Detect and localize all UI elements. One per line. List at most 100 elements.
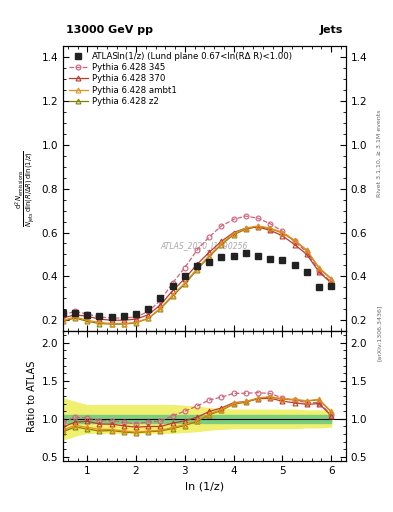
- Line: Pythia 6.428 ambt1: Pythia 6.428 ambt1: [61, 224, 334, 326]
- Pythia 6.428 345: [292, 238, 297, 244]
- Pythia 6.428 z2: [280, 230, 285, 236]
- Pythia 6.428 ambt1: [329, 275, 334, 282]
- Pythia 6.428 z2: [109, 321, 114, 327]
- X-axis label: ln (1/z): ln (1/z): [185, 481, 224, 491]
- Pythia 6.428 370: [207, 249, 211, 255]
- Line: Pythia 6.428 370: Pythia 6.428 370: [61, 225, 334, 323]
- Pythia 6.428 ambt1: [280, 229, 285, 236]
- ATLAS: [170, 283, 175, 289]
- Y-axis label: $\frac{\mathrm{d}^2\,N_\mathrm{emissions}}{N_\mathrm{jets}\,\mathrm{d}\ln(R/\Del: $\frac{\mathrm{d}^2\,N_\mathrm{emissions…: [14, 151, 37, 227]
- Text: Rivet 3.1.10, ≥ 3.1M events: Rivet 3.1.10, ≥ 3.1M events: [377, 110, 382, 197]
- Pythia 6.428 z2: [195, 267, 199, 273]
- Text: 13000 GeV pp: 13000 GeV pp: [66, 25, 153, 35]
- Pythia 6.428 370: [317, 269, 321, 275]
- Pythia 6.428 345: [134, 314, 138, 320]
- Pythia 6.428 z2: [268, 225, 273, 231]
- Pythia 6.428 345: [170, 280, 175, 286]
- Pythia 6.428 ambt1: [109, 321, 114, 327]
- Pythia 6.428 345: [97, 314, 102, 320]
- Pythia 6.428 ambt1: [61, 317, 65, 323]
- Pythia 6.428 z2: [158, 306, 163, 312]
- ATLAS: [158, 295, 163, 302]
- Pythia 6.428 345: [244, 213, 248, 219]
- Pythia 6.428 z2: [305, 247, 309, 253]
- Pythia 6.428 345: [85, 311, 90, 317]
- Pythia 6.428 345: [305, 249, 309, 255]
- Pythia 6.428 ambt1: [85, 317, 90, 323]
- Pythia 6.428 345: [195, 247, 199, 253]
- Pythia 6.428 z2: [244, 226, 248, 232]
- Pythia 6.428 370: [146, 312, 151, 318]
- Pythia 6.428 370: [244, 225, 248, 231]
- Pythia 6.428 z2: [329, 276, 334, 282]
- Pythia 6.428 z2: [170, 293, 175, 299]
- Pythia 6.428 z2: [85, 318, 90, 325]
- Pythia 6.428 345: [219, 223, 224, 229]
- Pythia 6.428 z2: [256, 223, 261, 229]
- Pythia 6.428 z2: [317, 265, 321, 271]
- Pythia 6.428 345: [317, 268, 321, 274]
- Pythia 6.428 ambt1: [121, 321, 126, 327]
- Text: Jets: Jets: [320, 25, 343, 35]
- Pythia 6.428 z2: [73, 315, 77, 321]
- ATLAS: [219, 253, 224, 260]
- Pythia 6.428 z2: [97, 321, 102, 327]
- Pythia 6.428 z2: [292, 238, 297, 244]
- Pythia 6.428 ambt1: [134, 319, 138, 326]
- Line: Pythia 6.428 z2: Pythia 6.428 z2: [61, 224, 334, 327]
- Pythia 6.428 370: [329, 280, 334, 286]
- Pythia 6.428 z2: [146, 315, 151, 322]
- Pythia 6.428 ambt1: [231, 230, 236, 237]
- ATLAS: [61, 309, 65, 315]
- ATLAS: [195, 264, 199, 270]
- Pythia 6.428 370: [195, 261, 199, 267]
- Pythia 6.428 370: [305, 251, 309, 258]
- Line: Pythia 6.428 345: Pythia 6.428 345: [61, 214, 334, 321]
- Line: ATLAS: ATLAS: [60, 250, 334, 320]
- Pythia 6.428 370: [109, 317, 114, 323]
- Pythia 6.428 z2: [134, 320, 138, 326]
- Pythia 6.428 z2: [182, 281, 187, 287]
- Pythia 6.428 345: [146, 308, 151, 314]
- Pythia 6.428 345: [73, 308, 77, 314]
- Pythia 6.428 ambt1: [305, 247, 309, 253]
- ATLAS: [280, 257, 285, 263]
- ATLAS: [134, 311, 138, 317]
- Pythia 6.428 z2: [121, 321, 126, 327]
- Pythia 6.428 370: [256, 224, 261, 230]
- Pythia 6.428 345: [231, 216, 236, 222]
- Pythia 6.428 370: [97, 316, 102, 322]
- ATLAS: [244, 250, 248, 257]
- ATLAS: [182, 273, 187, 280]
- Pythia 6.428 370: [231, 229, 236, 236]
- ATLAS: [109, 314, 114, 320]
- Pythia 6.428 ambt1: [317, 265, 321, 271]
- Pythia 6.428 345: [158, 297, 163, 304]
- Pythia 6.428 370: [219, 238, 224, 244]
- ATLAS: [317, 284, 321, 290]
- Pythia 6.428 ambt1: [219, 241, 224, 247]
- Pythia 6.428 ambt1: [292, 237, 297, 243]
- Pythia 6.428 345: [256, 215, 261, 221]
- Pythia 6.428 ambt1: [244, 225, 248, 231]
- Legend: ATLAS, Pythia 6.428 345, Pythia 6.428 370, Pythia 6.428 ambt1, Pythia 6.428 z2: ATLAS, Pythia 6.428 345, Pythia 6.428 37…: [67, 50, 179, 108]
- ATLAS: [256, 252, 261, 259]
- ATLAS: [121, 313, 126, 319]
- Pythia 6.428 ambt1: [268, 225, 273, 231]
- Pythia 6.428 370: [121, 317, 126, 323]
- Pythia 6.428 370: [85, 313, 90, 319]
- Pythia 6.428 ambt1: [182, 280, 187, 286]
- Pythia 6.428 345: [121, 315, 126, 321]
- ATLAS: [146, 306, 151, 312]
- Pythia 6.428 370: [73, 312, 77, 318]
- Pythia 6.428 345: [182, 265, 187, 271]
- Text: ATLAS_2020_I1790256: ATLAS_2020_I1790256: [161, 241, 248, 250]
- Pythia 6.428 345: [268, 221, 273, 227]
- ATLAS: [305, 269, 309, 275]
- Pythia 6.428 370: [170, 288, 175, 294]
- Pythia 6.428 z2: [61, 318, 65, 325]
- ATLAS: [268, 256, 273, 262]
- Pythia 6.428 z2: [231, 231, 236, 238]
- Pythia 6.428 345: [109, 315, 114, 321]
- ATLAS: [329, 283, 334, 289]
